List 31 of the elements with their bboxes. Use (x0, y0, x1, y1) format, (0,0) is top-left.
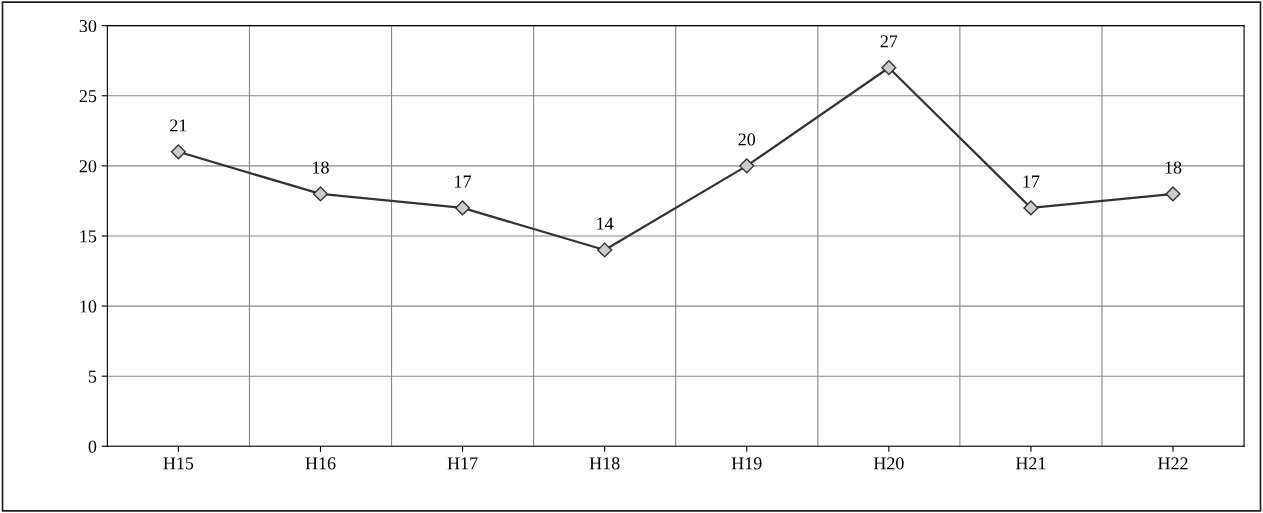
data-label: 27 (880, 35, 898, 48)
x-tick-label: H22 (1157, 457, 1188, 470)
data-label: 20 (738, 133, 756, 146)
y-tick-label: 5 (88, 370, 97, 383)
point (739, 158, 755, 174)
data-label: 17 (455, 175, 472, 188)
y-tick-label: 25 (79, 90, 97, 103)
y-tick-label: 20 (79, 160, 97, 173)
x-tick-label: H17 (447, 457, 478, 470)
data-label: 17 (1023, 175, 1040, 188)
y-tick-label: 10 (80, 300, 97, 313)
point (1165, 186, 1181, 202)
x-tick-label: H15 (163, 457, 194, 470)
point (881, 60, 897, 76)
y-tick-label: 15 (80, 230, 97, 243)
x-tick-label: H20 (873, 457, 904, 470)
y-tick-label: 30 (79, 19, 97, 33)
data-label: 18 (313, 161, 329, 174)
point (1023, 200, 1039, 216)
point (455, 200, 471, 216)
point (597, 242, 613, 258)
data-label: 21 (170, 119, 187, 132)
y-tick-label: 0 (88, 440, 97, 453)
point (312, 186, 329, 202)
point (170, 144, 186, 160)
x-tick-label: H16 (305, 457, 336, 470)
x-tick-label: H21 (1015, 457, 1046, 470)
data-label: 14 (597, 217, 614, 230)
x-tick-label: H18 (589, 457, 620, 470)
x-tick-label: H19 (731, 457, 762, 470)
data-label: 18 (1165, 161, 1182, 174)
